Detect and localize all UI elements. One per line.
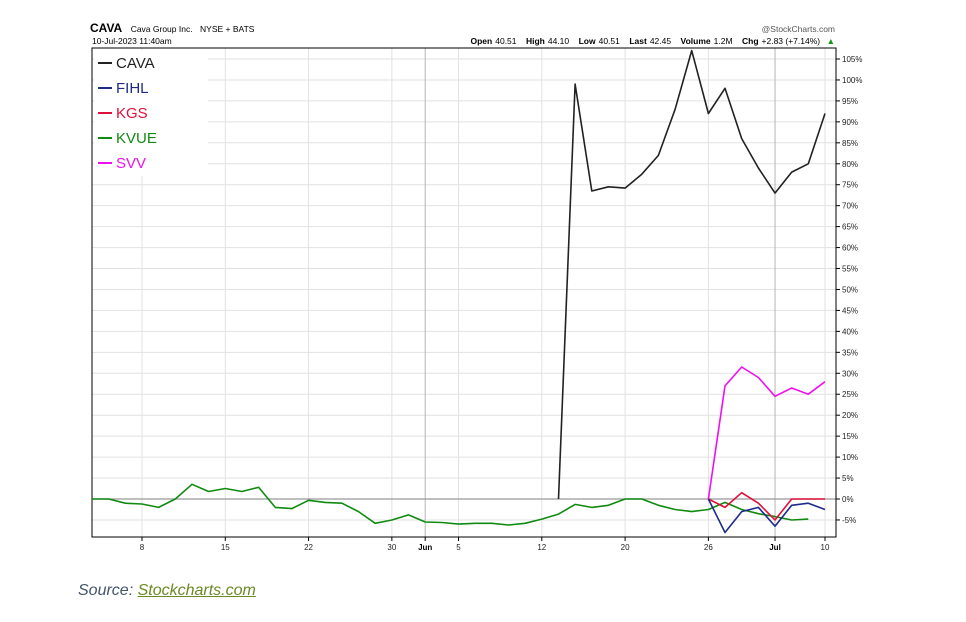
grid	[92, 48, 836, 537]
x-tick-label: 15	[221, 543, 230, 552]
chart: CAVA Cava Group Inc. NYSE + BATS 10-Jul-…	[90, 19, 862, 552]
y-tick-label: 50%	[842, 285, 858, 294]
y-tick-label: 90%	[842, 118, 858, 127]
y-tick-label: 45%	[842, 306, 858, 315]
x-tick-label: 26	[704, 543, 713, 552]
series-line-fihl	[707, 498, 826, 534]
y-tick-label: 25%	[842, 390, 858, 399]
x-tick-label: 5	[456, 543, 461, 552]
y-tick-label: 15%	[842, 432, 858, 441]
series-line-cava	[557, 49, 826, 500]
y-tick-label: 60%	[842, 244, 858, 253]
y-tick-label: 40%	[842, 327, 858, 336]
source-caption: Source: Stockcharts.com	[78, 582, 256, 600]
legend-label: SVV	[116, 155, 146, 172]
header-company: Cava Group Inc.	[131, 24, 193, 34]
x-tick-label: Jul	[769, 543, 781, 552]
svg-text:CAVA Cava Group Inc. N: CAVA Cava Group Inc. NYSE + BATS	[90, 19, 255, 36]
legend-background	[94, 50, 208, 176]
series-line-kvue	[92, 483, 809, 526]
y-tick-label: 100%	[842, 76, 862, 85]
y-tick-label: 105%	[842, 55, 862, 64]
header-exchange: NYSE + BATS	[200, 24, 255, 34]
x-tick-label: 30	[387, 543, 396, 552]
series-line-kgs	[708, 491, 825, 521]
y-tick-label: 5%	[842, 474, 854, 483]
x-tick-label: Jun	[418, 543, 432, 552]
series-layer	[92, 49, 826, 534]
y-tick-label: 0%	[842, 495, 854, 504]
series-line-svv	[707, 366, 826, 500]
x-tick-label: 12	[537, 543, 546, 552]
legend-label: FIHL	[116, 80, 149, 97]
plot-frame	[91, 47, 837, 538]
x-tick-label: 20	[621, 543, 630, 552]
y-tick-label: 65%	[842, 223, 858, 232]
legend-label: KGS	[116, 105, 148, 122]
header-quote: Open 40.51 High 44.10 Low 40.51 Last 42.45 V…	[471, 31, 836, 48]
source-link[interactable]: Stockcharts.com	[137, 582, 256, 599]
legend: CAVA FIHL KGS KVUE SVV	[94, 50, 208, 176]
x-tick-label: 10	[821, 543, 830, 552]
y-tick-label: 70%	[842, 202, 858, 211]
y-tick-label: 10%	[842, 453, 858, 462]
legend-label: KVUE	[116, 130, 157, 147]
y-tick-label: 75%	[842, 181, 858, 190]
legend-label: CAVA	[116, 55, 155, 72]
y-tick-label: 20%	[842, 411, 858, 420]
y-tick-label: 30%	[842, 369, 858, 378]
x-tick-label: 22	[304, 543, 313, 552]
watermark: @StockCharts.com	[762, 24, 835, 34]
x-axis: 8 15 22 30 Jun 5 12 20 26 Jul 10	[140, 537, 830, 552]
y-tick-label: 95%	[842, 97, 858, 106]
header-symbol: CAVA	[90, 21, 123, 35]
x-tick-label: 8	[140, 543, 145, 552]
y-tick-label: 35%	[842, 348, 858, 357]
header-date: 10-Jul-2023 11:40am	[92, 36, 172, 46]
y-tick-label: -5%	[842, 516, 856, 525]
source-prefix: Source:	[78, 582, 134, 599]
y-tick-label: 55%	[842, 265, 858, 274]
y-tick-label: 85%	[842, 139, 858, 148]
y-axis: 105% 100% 95% 90% 85% 80% 75% 70% 65% 60% 55% 50% 45…	[836, 55, 862, 525]
y-tick-label: 80%	[842, 160, 858, 169]
